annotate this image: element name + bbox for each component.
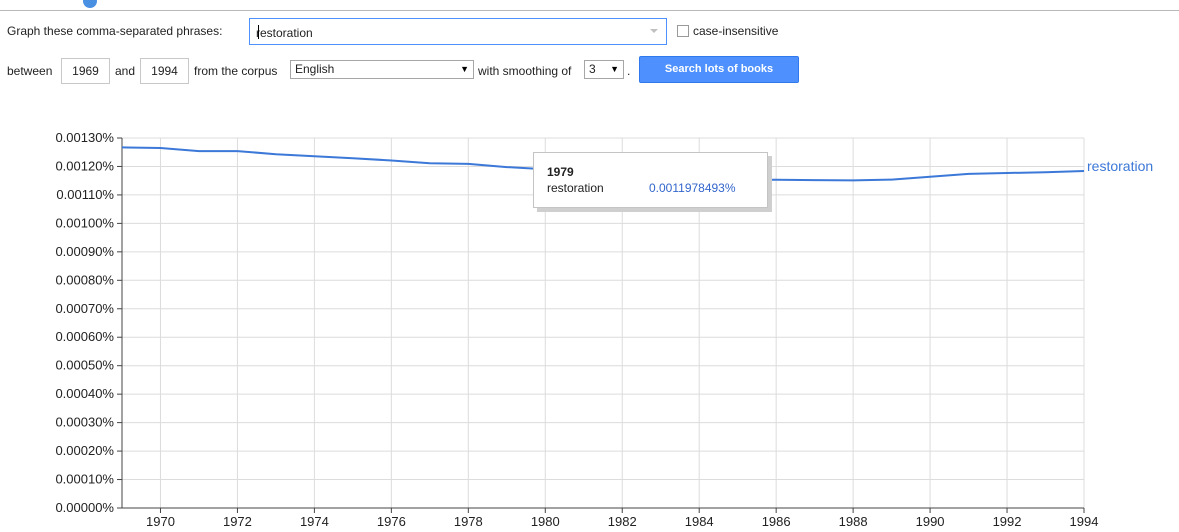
y-tick-label: 0.00120% <box>55 158 114 173</box>
series-label[interactable]: restoration <box>1087 158 1153 174</box>
y-tick-label: 0.00030% <box>55 415 114 430</box>
header-divider <box>0 10 1179 11</box>
y-tick-label: 0.00020% <box>55 443 114 458</box>
y-tick-label: 0.00110% <box>56 187 114 202</box>
text-caret <box>258 25 259 39</box>
options-row: between 1969 and 1994 from the corpus En… <box>7 56 907 84</box>
case-insensitive-checkbox[interactable] <box>677 25 689 37</box>
corpus-label: from the corpus <box>194 64 278 78</box>
corpus-dropdown-icon: ▼ <box>460 64 469 74</box>
tooltip-year: 1979 <box>547 165 574 179</box>
phrases-input[interactable]: restoration <box>249 18 667 45</box>
smoothing-select-value: 3 <box>589 62 596 76</box>
y-tick-label: 0.00070% <box>55 301 114 316</box>
smoothing-label: with smoothing of <box>478 64 572 78</box>
start-year-input[interactable]: 1969 <box>61 58 110 84</box>
smoothing-select[interactable]: 3 ▼ <box>584 60 624 79</box>
x-tick-label: 1986 <box>762 514 791 529</box>
phrases-label: Graph these comma-separated phrases: <box>7 24 223 38</box>
y-tick-label: 0.00000% <box>55 500 114 515</box>
hover-tooltip: 1979 restoration 0.0011978493% <box>533 152 768 208</box>
y-tick-label: 0.00040% <box>55 386 114 401</box>
y-tick-label: 0.00090% <box>55 244 114 259</box>
x-tick-label: 1988 <box>839 514 868 529</box>
tooltip-series-name: restoration <box>547 181 604 195</box>
y-tick-label: 0.00060% <box>55 329 114 344</box>
x-tick-label: 1990 <box>916 514 945 529</box>
logo-dot <box>83 0 97 8</box>
y-tick-label: 0.00130% <box>55 130 114 145</box>
phrases-input-value: restoration <box>256 26 313 40</box>
and-label: and <box>115 64 136 78</box>
case-insensitive-label[interactable]: case-insensitive <box>693 24 779 38</box>
x-tick-label: 1992 <box>993 514 1022 529</box>
end-year-input[interactable]: 1994 <box>140 58 189 84</box>
between-label: between <box>7 64 53 78</box>
smoothing-dropdown-icon: ▼ <box>610 64 619 74</box>
y-tick-label: 0.00010% <box>55 472 114 487</box>
x-tick-label: 1970 <box>146 514 175 529</box>
autocomplete-arrow-icon[interactable] <box>650 29 658 33</box>
x-tick-label: 1972 <box>223 514 252 529</box>
x-tick-label: 1976 <box>377 514 406 529</box>
x-tick-label: 1984 <box>685 514 714 529</box>
x-tick-label: 1978 <box>454 514 483 529</box>
x-tick-label: 1994 <box>1070 514 1099 529</box>
y-tick-label: 0.00100% <box>55 215 114 230</box>
query-row: Graph these comma-separated phrases: res… <box>7 18 907 47</box>
tooltip-value: 0.0011978493% <box>649 181 736 195</box>
y-tick-label: 0.00050% <box>55 358 114 373</box>
corpus-select-value: English <box>295 62 335 76</box>
y-tick-label: 0.00080% <box>55 272 114 287</box>
period-text: . <box>627 64 631 78</box>
search-books-button[interactable]: Search lots of books <box>639 56 799 83</box>
x-tick-label: 1974 <box>300 514 329 529</box>
x-tick-label: 1982 <box>608 514 637 529</box>
corpus-select[interactable]: English ▼ <box>290 60 474 79</box>
x-tick-label: 1980 <box>531 514 560 529</box>
